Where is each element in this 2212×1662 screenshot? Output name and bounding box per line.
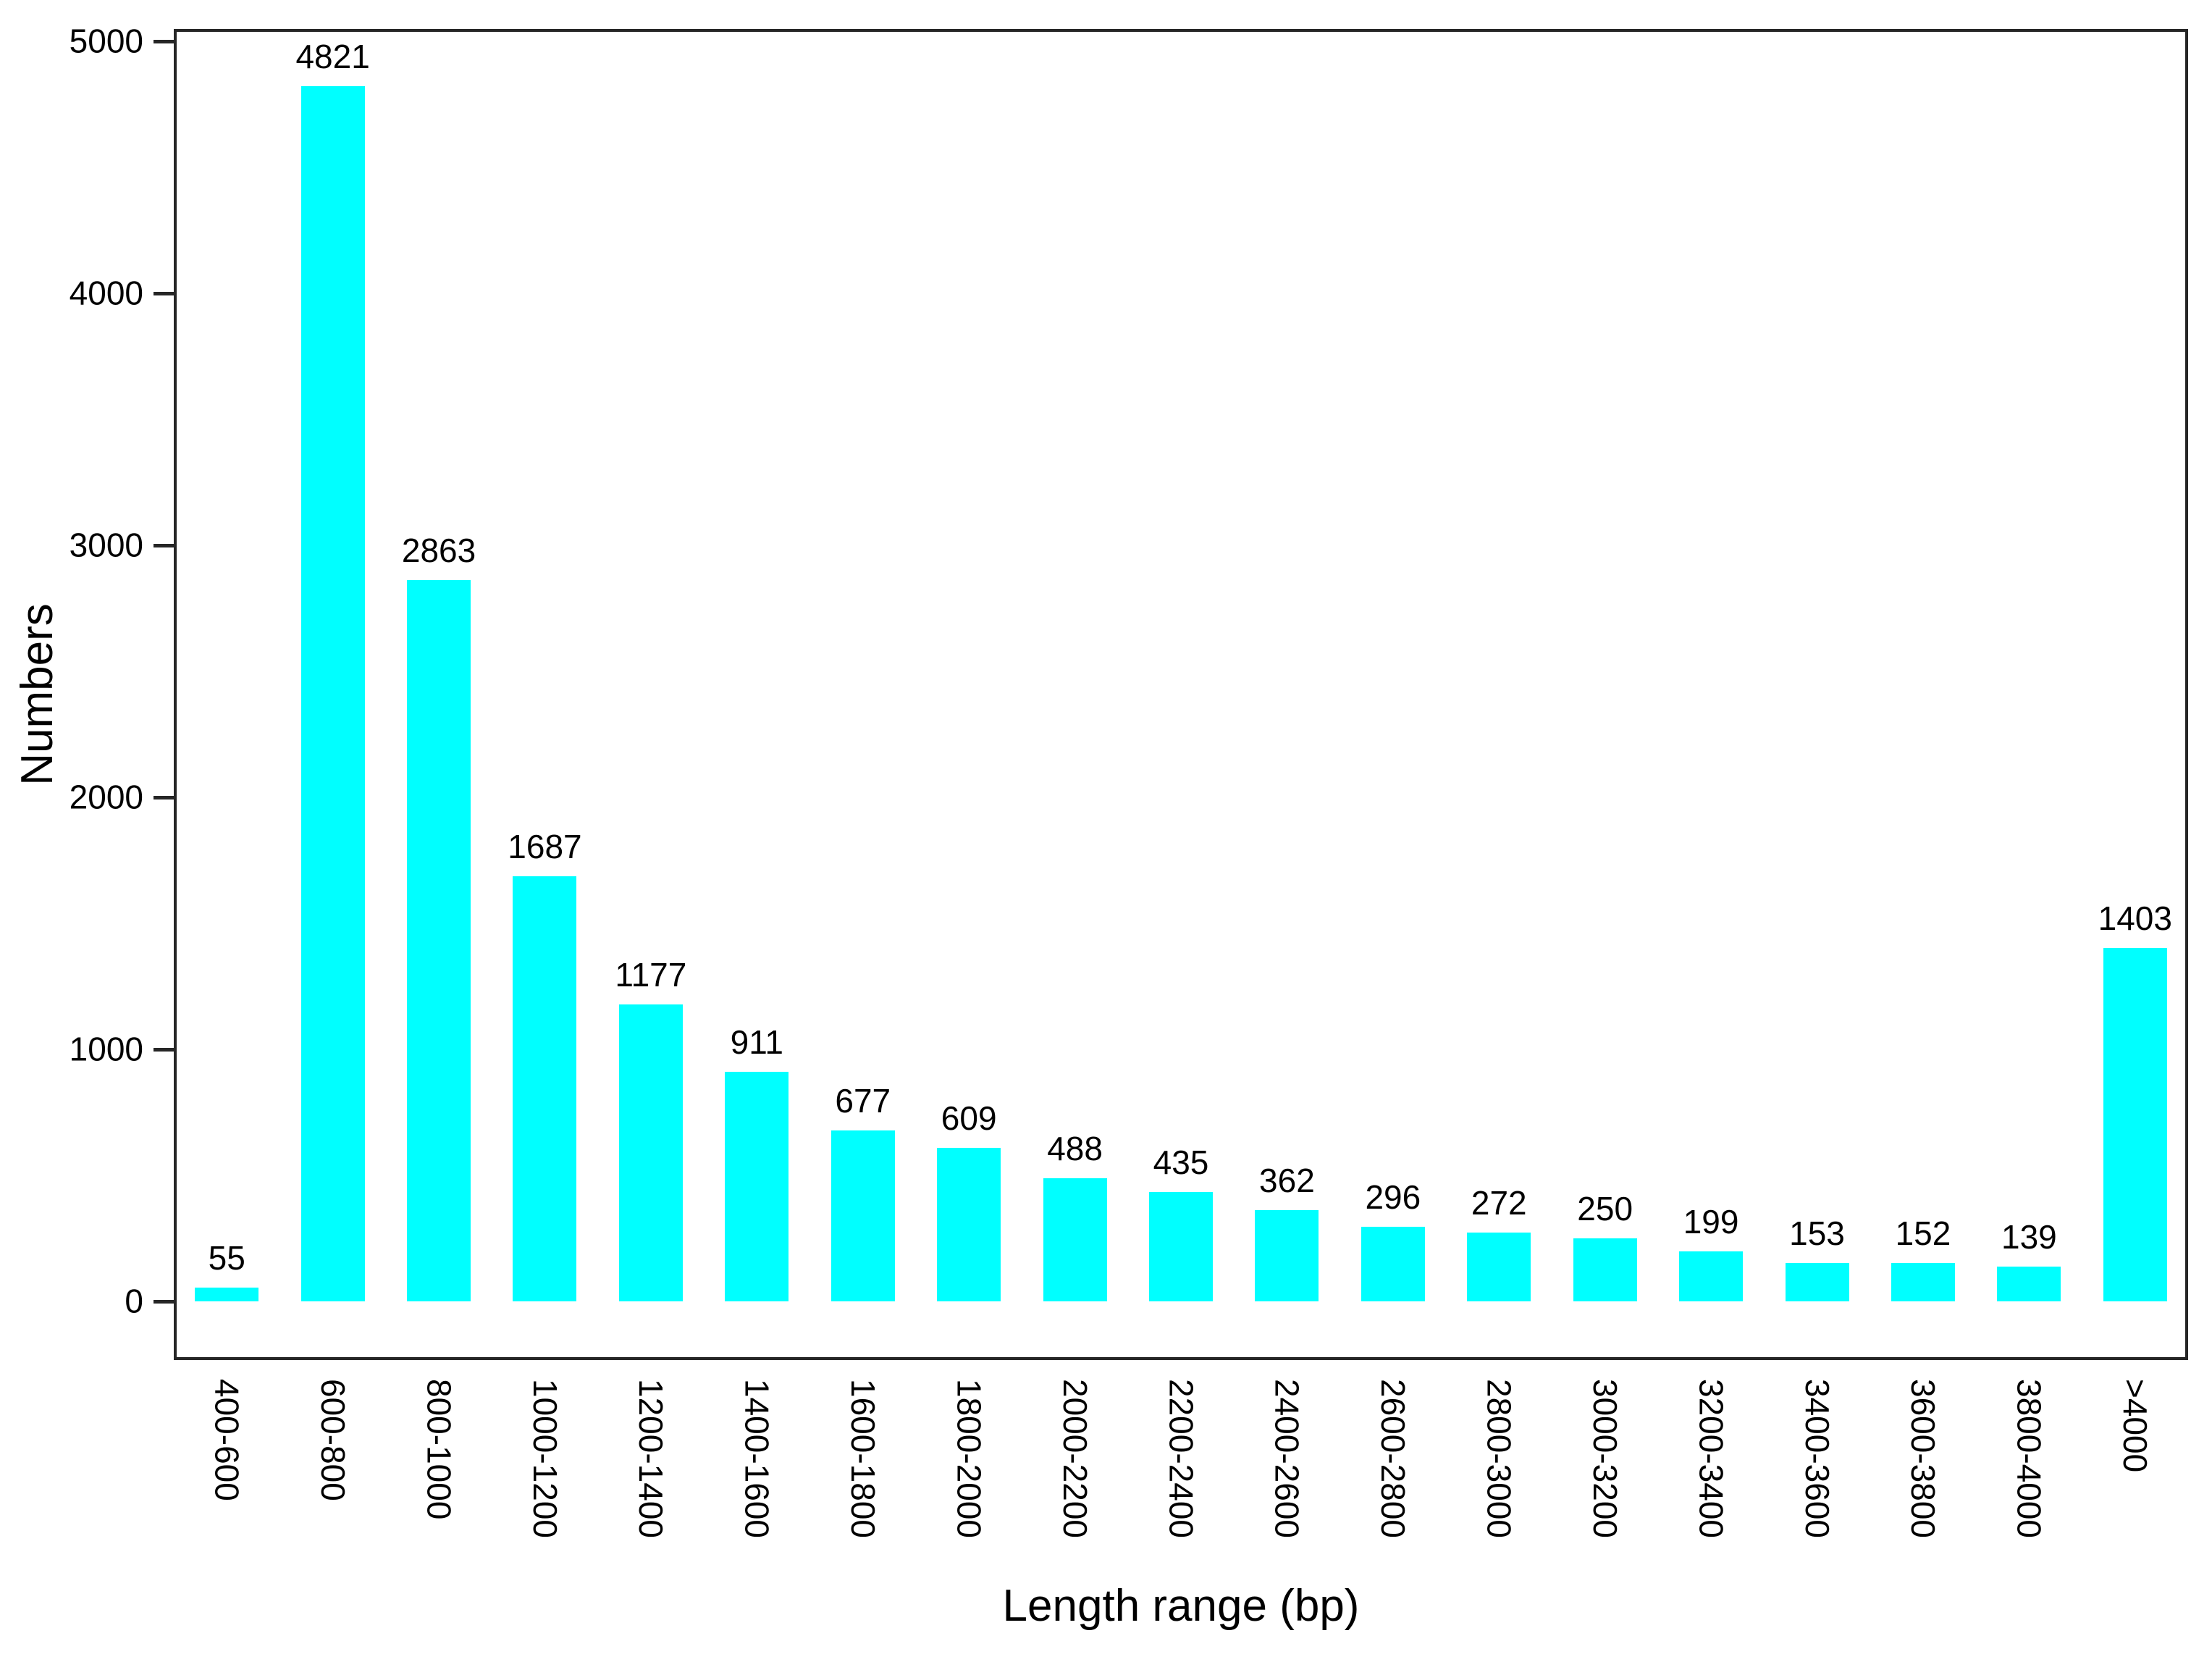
bar — [1891, 1263, 1955, 1301]
bar-value-label-text: 250 — [1577, 1190, 1633, 1228]
bar — [1361, 1227, 1425, 1301]
bar-value-label-text: 488 — [1047, 1130, 1103, 1168]
plot-area — [174, 29, 2188, 1360]
y-tick-label-text: 3000 — [69, 526, 143, 564]
bar — [2103, 948, 2167, 1301]
bar-value-label-text: 4821 — [295, 38, 370, 76]
x-tick-label-text: 400-600 — [208, 1379, 246, 1501]
y-tick-label-text: 4000 — [69, 274, 143, 312]
bar-value-label-text: 609 — [941, 1099, 997, 1138]
bar — [937, 1148, 1001, 1301]
x-tick-label-text: 2600-2800 — [1374, 1379, 1413, 1538]
bar — [1149, 1192, 1213, 1301]
x-tick-label-text: 2800-3000 — [1480, 1379, 1518, 1538]
bar-value-label-text: 153 — [1789, 1214, 1845, 1253]
y-tick-label-text: 0 — [125, 1282, 143, 1320]
y-axis-title-text: Numbers — [12, 603, 62, 786]
y-tick-label-text: 1000 — [69, 1030, 143, 1068]
bar — [618, 1004, 683, 1301]
bar-value-label-text: 1403 — [2098, 899, 2172, 938]
bar — [830, 1130, 895, 1301]
x-tick-label-text: 800-1000 — [420, 1379, 458, 1520]
y-tick-mark — [154, 543, 174, 547]
bar — [1467, 1233, 1531, 1301]
x-tick-label-text: 2200-2400 — [1162, 1379, 1200, 1538]
x-tick-label-text: 3600-3800 — [1904, 1379, 1943, 1538]
bar — [300, 86, 365, 1301]
x-tick-label-text: 600-800 — [314, 1379, 352, 1501]
x-tick-label-text: 1200-1400 — [632, 1379, 670, 1538]
bar-value-label-text: 435 — [1153, 1143, 1209, 1182]
y-tick-mark — [154, 795, 174, 799]
bar-value-label-text: 152 — [1895, 1214, 1951, 1253]
bar — [1573, 1238, 1637, 1301]
bar — [1679, 1251, 1744, 1301]
bar-value-label-text: 1687 — [508, 828, 582, 866]
y-tick-mark — [154, 39, 174, 43]
y-tick-mark — [154, 1299, 174, 1304]
bar-value-label-text: 139 — [2001, 1218, 2057, 1256]
bar-value-label-text: 272 — [1471, 1184, 1527, 1222]
bar — [725, 1072, 789, 1301]
bar-value-label-text: 677 — [835, 1082, 891, 1120]
x-tick-label-text: 3200-3400 — [1692, 1379, 1731, 1538]
y-tick-label-text: 5000 — [69, 22, 143, 60]
bar — [1785, 1263, 1849, 1301]
x-tick-label-text: 3000-3200 — [1586, 1379, 1624, 1538]
bar-value-label-text: 55 — [208, 1239, 245, 1277]
bar — [195, 1288, 259, 1301]
bar-value-label-text: 911 — [730, 1023, 783, 1062]
bar-value-label-text: 296 — [1365, 1178, 1421, 1217]
x-tick-label-text: 2000-2200 — [1056, 1379, 1094, 1538]
bar-value-label-text: 362 — [1259, 1162, 1315, 1200]
x-tick-label-text: 1800-2000 — [950, 1379, 988, 1538]
y-tick-mark — [154, 1047, 174, 1052]
x-tick-label-text: 1600-1800 — [844, 1379, 883, 1538]
bar — [1255, 1210, 1319, 1301]
bar-value-label-text: 1177 — [615, 956, 687, 994]
x-axis-title-text: Length range (bp) — [1002, 1580, 1360, 1631]
bar-value-label-text: 2863 — [401, 532, 476, 570]
bar — [407, 580, 471, 1301]
bar — [513, 876, 577, 1301]
bar — [1043, 1178, 1107, 1301]
bar-value-label-text: 199 — [1683, 1203, 1739, 1241]
x-tick-label-text: 1400-1600 — [738, 1379, 776, 1538]
x-tick-label-text: >4000 — [2116, 1379, 2155, 1473]
x-tick-label-text: 3400-3600 — [1798, 1379, 1836, 1538]
x-tick-label-text: 1000-1200 — [526, 1379, 564, 1538]
y-tick-label-text: 2000 — [69, 778, 143, 816]
x-tick-label-text: 2400-2600 — [1268, 1379, 1306, 1538]
bar — [1997, 1267, 2061, 1301]
x-tick-label-text: 3800-4000 — [2010, 1379, 2048, 1538]
y-tick-mark — [154, 291, 174, 295]
